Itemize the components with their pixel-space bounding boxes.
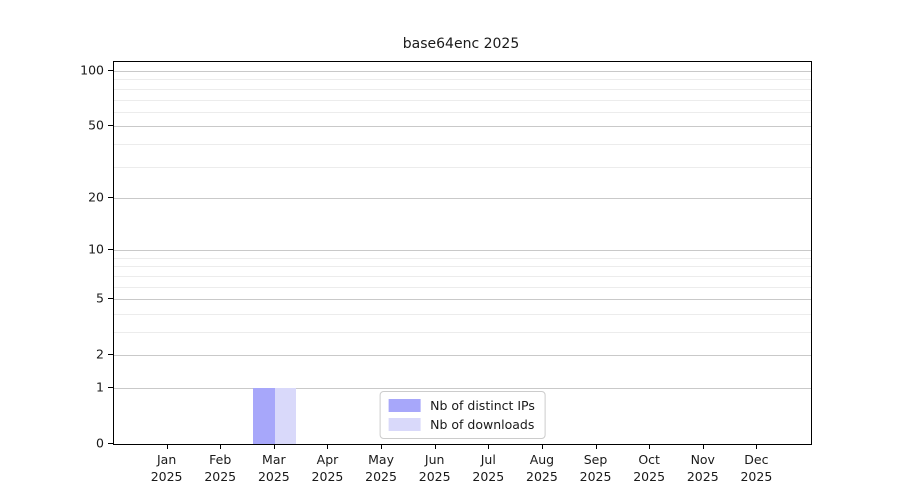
x-tick-month: Nov <box>690 452 715 467</box>
minor-gridline <box>114 79 811 81</box>
x-tick-year: 2025 <box>740 469 773 484</box>
x-tick-year: 2025 <box>257 469 290 484</box>
y-tick-label: 2 <box>96 346 104 362</box>
x-tick-year: 2025 <box>472 469 505 484</box>
x-tick-month: Mar <box>262 452 286 467</box>
x-tick-month: Oct <box>638 452 660 467</box>
major-gridline <box>114 250 811 252</box>
x-tick-mark <box>756 444 758 449</box>
minor-gridline <box>114 99 811 101</box>
x-tick-year: 2025 <box>579 469 612 484</box>
x-tick-year: 2025 <box>150 469 183 484</box>
x-tick-month: Jun <box>424 452 445 467</box>
bar-nb-of-distinct-ips-mar <box>253 387 275 444</box>
x-tick-mark <box>166 444 168 449</box>
major-gridline <box>114 355 811 357</box>
legend-row: Nb of downloads <box>388 417 535 432</box>
y-tick-label: 1 <box>96 379 104 395</box>
x-tick-month: Aug <box>529 452 555 467</box>
x-tick-mark <box>702 444 704 449</box>
chart-title: base64enc 2025 <box>402 36 520 52</box>
minor-gridline <box>114 166 811 168</box>
x-tick-year: 2025 <box>311 469 344 484</box>
x-tick-label: Aug 2025 <box>526 451 558 485</box>
x-tick-label: Apr 2025 <box>312 451 344 485</box>
minor-gridline <box>114 257 811 259</box>
y-tick-mark <box>108 125 113 127</box>
x-tick-month: Jan <box>156 452 177 467</box>
x-tick-label: Oct 2025 <box>633 451 665 485</box>
y-tick-mark <box>108 70 113 72</box>
y-tick-mark <box>108 249 113 251</box>
major-gridline <box>114 299 811 301</box>
x-tick-label: Feb 2025 <box>204 451 236 485</box>
major-gridline <box>114 126 811 128</box>
minor-gridline <box>114 313 811 315</box>
x-tick-year: 2025 <box>633 469 666 484</box>
x-tick-month: Apr <box>316 452 339 467</box>
legend-row: Nb of distinct IPs <box>388 398 535 413</box>
minor-gridline <box>114 266 811 268</box>
legend-label: Nb of downloads <box>430 417 535 432</box>
minor-gridline <box>114 88 811 90</box>
legend-label: Nb of distinct IPs <box>430 398 535 413</box>
x-tick-mark <box>541 444 543 449</box>
minor-gridline <box>114 143 811 145</box>
y-tick-mark <box>108 354 113 356</box>
y-tick-label: 5 <box>96 290 104 306</box>
minor-gridline <box>114 275 811 277</box>
x-tick-mark <box>273 444 275 449</box>
y-tick-mark <box>108 443 113 444</box>
y-tick-mark <box>108 298 113 300</box>
y-tick-label: 50 <box>88 117 104 133</box>
x-tick-mark <box>220 444 222 449</box>
x-tick-year: 2025 <box>204 469 237 484</box>
x-tick-year: 2025 <box>686 469 719 484</box>
minor-gridline <box>114 331 811 333</box>
legend-swatch <box>388 418 421 431</box>
x-tick-year: 2025 <box>526 469 558 484</box>
x-tick-year: 2025 <box>365 469 397 484</box>
x-tick-month: Jul <box>480 452 496 467</box>
legend: Nb of distinct IPs Nb of downloads <box>379 391 546 439</box>
minor-gridline <box>114 111 811 113</box>
x-tick-mark <box>595 444 597 449</box>
y-tick-label: 10 <box>88 241 104 257</box>
x-tick-label: Sep 2025 <box>580 451 612 485</box>
y-tick-mark <box>108 196 113 198</box>
x-tick-mark <box>488 444 490 449</box>
major-gridline <box>114 71 811 73</box>
x-tick-mark <box>434 444 436 449</box>
bar-nb-of-downloads-mar <box>274 387 297 444</box>
y-tick-label: 100 <box>80 62 104 78</box>
x-tick-label: Jan 2025 <box>151 451 183 485</box>
y-tick-label: 20 <box>88 189 104 205</box>
x-tick-month: Dec <box>744 452 769 467</box>
x-tick-label: Jul 2025 <box>472 451 504 485</box>
x-tick-label: Jun 2025 <box>419 451 451 485</box>
major-gridline <box>114 387 811 389</box>
minor-gridline <box>114 286 811 288</box>
x-tick-label: May 2025 <box>365 451 397 485</box>
x-tick-year: 2025 <box>418 469 451 484</box>
x-tick-label: Dec 2025 <box>740 451 772 485</box>
x-tick-month: Feb <box>209 452 232 467</box>
x-tick-month: Sep <box>583 452 608 467</box>
x-tick-month: May <box>368 452 394 467</box>
major-gridline <box>114 197 811 199</box>
x-tick-label: Nov 2025 <box>687 451 719 485</box>
x-tick-mark <box>327 444 329 449</box>
x-tick-mark <box>649 444 651 449</box>
x-tick-mark <box>381 444 383 449</box>
plot-area: Nb of distinct IPs Nb of downloads <box>113 61 812 445</box>
x-tick-label: Mar 2025 <box>258 451 290 485</box>
y-tick-mark <box>108 386 113 388</box>
y-tick-label: 0 <box>96 435 104 451</box>
legend-swatch <box>388 399 421 412</box>
